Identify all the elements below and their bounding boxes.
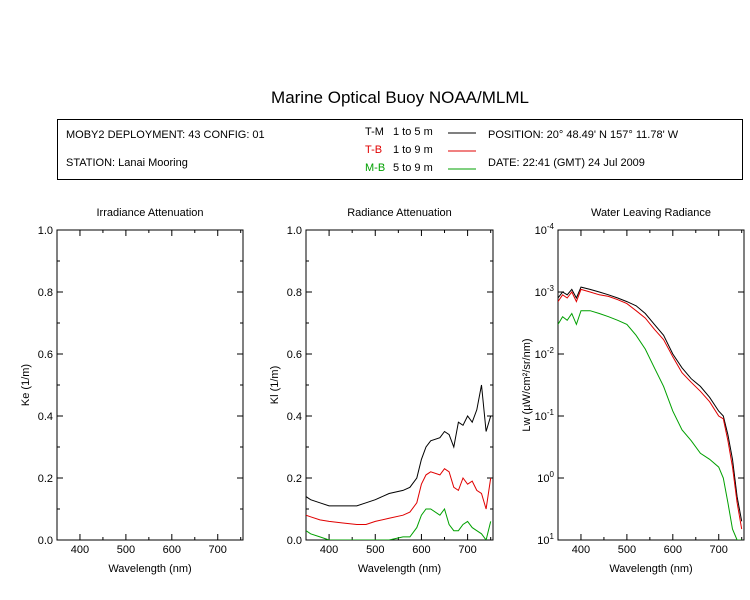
x-tick-label-2-0: 400: [572, 544, 590, 556]
x-tick-label-1-1: 500: [366, 544, 384, 556]
y-tick-exponent: -4: [547, 222, 555, 231]
x-tick-label-0-0: 400: [71, 544, 89, 556]
y-tick-label-2-5: 101: [537, 532, 554, 547]
series-line-1-0: [306, 384, 492, 507]
y-tick-label-2-3: 10-1: [535, 408, 555, 423]
chart-title-1: Radiance Attenuation: [347, 207, 452, 219]
legend-code-mb: M-B: [365, 162, 386, 174]
y-tick-exponent: -1: [547, 408, 555, 417]
y-tick-label-1-3: 0.6: [287, 349, 302, 361]
legend-range-tm: 1 to 5 m: [393, 126, 433, 138]
y-tick-base: 10: [535, 225, 547, 237]
y-tick-label-2-0: 10-4: [535, 222, 555, 237]
y-tick-label-2-4: 100: [537, 470, 554, 485]
y-tick-label-2-1: 10-3: [535, 284, 555, 299]
date-label: DATE: 22:41 (GMT) 24 Jul 2009: [488, 157, 645, 169]
x-tick-label-2-2: 600: [664, 544, 682, 556]
legend-range-tb: 1 to 9 m: [393, 144, 433, 156]
y-tick-base: 10: [535, 287, 547, 299]
x-axis-label-1: Wavelength (nm): [358, 563, 441, 575]
y-tick-label-1-5: 1.0: [287, 225, 302, 237]
y-tick-base: 10: [537, 473, 549, 485]
y-tick-label-2-2: 10-2: [535, 346, 555, 361]
legend-swatches: [448, 132, 476, 170]
y-axis-label-1: Kl (1/m): [269, 366, 281, 405]
y-axis-label-0: Ke (1/m): [20, 364, 32, 406]
x-tick-label-0-2: 600: [163, 544, 181, 556]
info-box: MOBY2 DEPLOYMENT: 43 CONFIG: 01 STATION:…: [57, 119, 743, 180]
y-tick-label-1-1: 0.2: [287, 473, 302, 485]
chart-title-0: Irradiance Attenuation: [96, 207, 203, 219]
x-tick-label-0-3: 700: [209, 544, 227, 556]
page-title: Marine Optical Buoy NOAA/MLML: [271, 88, 529, 107]
station-label: STATION: Lanai Mooring: [66, 157, 188, 169]
y-tick-label-0-5: 1.0: [38, 225, 53, 237]
x-tick-label-1-2: 600: [412, 544, 430, 556]
y-tick-exponent: -2: [547, 346, 555, 355]
x-axis-label-0: Wavelength (nm): [108, 563, 191, 575]
legend-code-tb: T-B: [365, 144, 383, 156]
legend-code-tm: T-M: [365, 126, 384, 138]
chart-title-2: Water Leaving Radiance: [591, 207, 711, 219]
plot-frame-1: [305, 229, 494, 541]
series-line-1-2: [306, 507, 492, 540]
x-axis-label-2: Wavelength (nm): [609, 563, 692, 575]
x-tick-label-0-1: 500: [117, 544, 135, 556]
y-tick-base: 10: [535, 411, 547, 423]
position-label: POSITION: 20° 48.49' N 157° 11.78' W: [488, 129, 679, 141]
series-line-2-2: [558, 310, 742, 540]
y-tick-exponent: 1: [550, 532, 555, 541]
y-tick-label-1-2: 0.4: [287, 411, 302, 423]
y-axis-label-2: Lw (µW/cm²/sr/nm): [521, 338, 533, 431]
y-tick-label-1-4: 0.8: [287, 287, 302, 299]
y-tick-label-0-2: 0.4: [38, 411, 53, 423]
series-line-2-1: [558, 288, 743, 530]
y-tick-label-0-0: 0.0: [38, 535, 53, 547]
plot-frame-2: [557, 229, 745, 541]
y-tick-label-0-3: 0.6: [38, 349, 53, 361]
y-tick-exponent: -3: [547, 284, 555, 293]
y-tick-base: 10: [537, 535, 549, 547]
y-tick-base: 10: [535, 349, 547, 361]
series-line-1-1: [306, 468, 492, 525]
y-tick-label-1-0: 0.0: [287, 535, 302, 547]
x-tick-label-2-3: 700: [710, 544, 728, 556]
deployment-label: MOBY2 DEPLOYMENT: 43 CONFIG: 01: [66, 129, 265, 141]
legend-range-mb: 5 to 9 m: [393, 162, 433, 174]
series-line-2-0: [558, 286, 743, 522]
y-tick-label-0-1: 0.2: [38, 473, 53, 485]
x-tick-label-1-3: 700: [458, 544, 476, 556]
x-tick-label-1-0: 400: [320, 544, 338, 556]
plot-frame-0: [56, 229, 244, 541]
x-tick-label-2-1: 500: [618, 544, 636, 556]
y-tick-label-0-4: 0.8: [38, 287, 53, 299]
y-tick-exponent: 0: [550, 470, 555, 479]
